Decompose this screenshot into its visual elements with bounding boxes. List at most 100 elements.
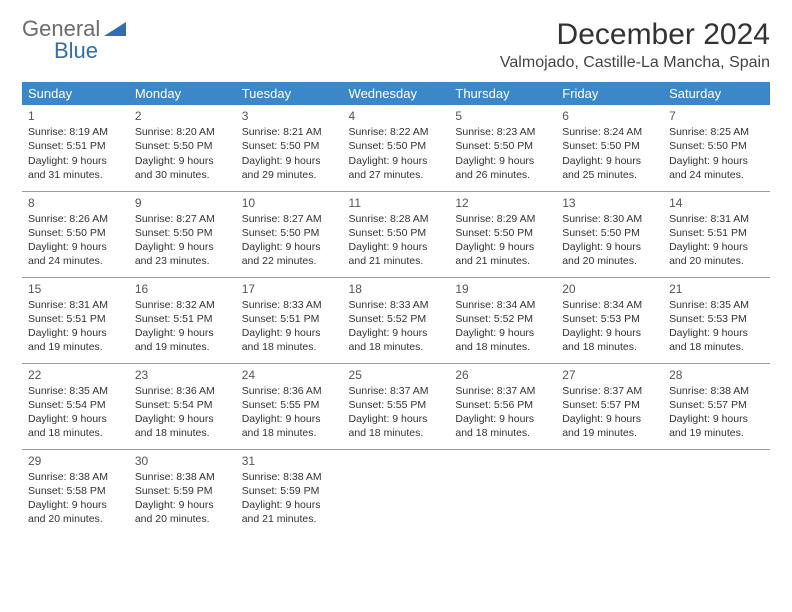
day-daylight1: Daylight: 9 hours bbox=[242, 326, 337, 340]
day-sunset: Sunset: 5:55 PM bbox=[242, 398, 337, 412]
day-sunset: Sunset: 5:50 PM bbox=[242, 226, 337, 240]
day-number: 31 bbox=[242, 453, 337, 469]
calendar-empty bbox=[556, 449, 663, 535]
day-number: 18 bbox=[349, 281, 444, 297]
day-daylight1: Daylight: 9 hours bbox=[562, 326, 657, 340]
calendar-day: 23Sunrise: 8:36 AMSunset: 5:54 PMDayligh… bbox=[129, 363, 236, 449]
day-daylight2: and 21 minutes. bbox=[455, 254, 550, 268]
day-sunset: Sunset: 5:53 PM bbox=[669, 312, 764, 326]
day-sunset: Sunset: 5:55 PM bbox=[349, 398, 444, 412]
day-daylight1: Daylight: 9 hours bbox=[242, 412, 337, 426]
day-daylight2: and 22 minutes. bbox=[242, 254, 337, 268]
day-daylight2: and 29 minutes. bbox=[242, 168, 337, 182]
day-daylight2: and 26 minutes. bbox=[455, 168, 550, 182]
calendar-day: 9Sunrise: 8:27 AMSunset: 5:50 PMDaylight… bbox=[129, 191, 236, 277]
weekday-header: Sunday bbox=[22, 82, 129, 105]
day-number: 2 bbox=[135, 108, 230, 124]
day-daylight1: Daylight: 9 hours bbox=[135, 412, 230, 426]
day-number: 6 bbox=[562, 108, 657, 124]
day-sunset: Sunset: 5:50 PM bbox=[562, 139, 657, 153]
logo-text-bottom: Blue bbox=[22, 40, 98, 62]
day-sunset: Sunset: 5:59 PM bbox=[242, 484, 337, 498]
day-number: 4 bbox=[349, 108, 444, 124]
day-daylight1: Daylight: 9 hours bbox=[28, 154, 123, 168]
day-daylight2: and 18 minutes. bbox=[669, 340, 764, 354]
calendar-day: 7Sunrise: 8:25 AMSunset: 5:50 PMDaylight… bbox=[663, 105, 770, 191]
calendar-day: 20Sunrise: 8:34 AMSunset: 5:53 PMDayligh… bbox=[556, 277, 663, 363]
day-daylight2: and 31 minutes. bbox=[28, 168, 123, 182]
day-daylight1: Daylight: 9 hours bbox=[669, 154, 764, 168]
day-daylight2: and 19 minutes. bbox=[135, 340, 230, 354]
calendar-day: 5Sunrise: 8:23 AMSunset: 5:50 PMDaylight… bbox=[449, 105, 556, 191]
calendar-week: 29Sunrise: 8:38 AMSunset: 5:58 PMDayligh… bbox=[22, 449, 770, 535]
day-daylight1: Daylight: 9 hours bbox=[28, 412, 123, 426]
calendar-week: 8Sunrise: 8:26 AMSunset: 5:50 PMDaylight… bbox=[22, 191, 770, 277]
day-sunrise: Sunrise: 8:27 AM bbox=[242, 212, 337, 226]
day-number: 17 bbox=[242, 281, 337, 297]
calendar-day: 26Sunrise: 8:37 AMSunset: 5:56 PMDayligh… bbox=[449, 363, 556, 449]
day-daylight1: Daylight: 9 hours bbox=[669, 412, 764, 426]
day-number: 23 bbox=[135, 367, 230, 383]
day-number: 25 bbox=[349, 367, 444, 383]
calendar-day: 21Sunrise: 8:35 AMSunset: 5:53 PMDayligh… bbox=[663, 277, 770, 363]
day-sunrise: Sunrise: 8:20 AM bbox=[135, 125, 230, 139]
calendar-empty bbox=[449, 449, 556, 535]
day-number: 11 bbox=[349, 195, 444, 211]
calendar-day: 19Sunrise: 8:34 AMSunset: 5:52 PMDayligh… bbox=[449, 277, 556, 363]
weekday-header: Thursday bbox=[449, 82, 556, 105]
day-sunset: Sunset: 5:50 PM bbox=[669, 139, 764, 153]
day-daylight1: Daylight: 9 hours bbox=[455, 240, 550, 254]
day-number: 24 bbox=[242, 367, 337, 383]
day-daylight1: Daylight: 9 hours bbox=[562, 154, 657, 168]
day-sunset: Sunset: 5:50 PM bbox=[349, 226, 444, 240]
day-sunset: Sunset: 5:50 PM bbox=[135, 139, 230, 153]
day-sunrise: Sunrise: 8:29 AM bbox=[455, 212, 550, 226]
day-daylight2: and 18 minutes. bbox=[455, 426, 550, 440]
day-daylight1: Daylight: 9 hours bbox=[28, 498, 123, 512]
day-daylight2: and 18 minutes. bbox=[28, 426, 123, 440]
day-sunset: Sunset: 5:51 PM bbox=[669, 226, 764, 240]
day-number: 16 bbox=[135, 281, 230, 297]
day-number: 26 bbox=[455, 367, 550, 383]
day-daylight1: Daylight: 9 hours bbox=[242, 154, 337, 168]
day-daylight1: Daylight: 9 hours bbox=[135, 240, 230, 254]
day-sunrise: Sunrise: 8:31 AM bbox=[669, 212, 764, 226]
day-sunrise: Sunrise: 8:25 AM bbox=[669, 125, 764, 139]
day-sunrise: Sunrise: 8:36 AM bbox=[135, 384, 230, 398]
day-daylight2: and 18 minutes. bbox=[349, 340, 444, 354]
page-subtitle: Valmojado, Castille-La Mancha, Spain bbox=[500, 54, 770, 72]
day-sunset: Sunset: 5:50 PM bbox=[349, 139, 444, 153]
day-sunset: Sunset: 5:50 PM bbox=[135, 226, 230, 240]
calendar-day: 8Sunrise: 8:26 AMSunset: 5:50 PMDaylight… bbox=[22, 191, 129, 277]
day-number: 27 bbox=[562, 367, 657, 383]
day-sunset: Sunset: 5:51 PM bbox=[28, 312, 123, 326]
day-sunrise: Sunrise: 8:35 AM bbox=[669, 298, 764, 312]
weekday-header: Wednesday bbox=[343, 82, 450, 105]
day-daylight1: Daylight: 9 hours bbox=[349, 154, 444, 168]
day-sunrise: Sunrise: 8:26 AM bbox=[28, 212, 123, 226]
day-number: 10 bbox=[242, 195, 337, 211]
header: General Blue December 2024 Valmojado, Ca… bbox=[22, 18, 770, 72]
day-number: 5 bbox=[455, 108, 550, 124]
calendar-day: 6Sunrise: 8:24 AMSunset: 5:50 PMDaylight… bbox=[556, 105, 663, 191]
calendar-day: 1Sunrise: 8:19 AMSunset: 5:51 PMDaylight… bbox=[22, 105, 129, 191]
calendar-day: 16Sunrise: 8:32 AMSunset: 5:51 PMDayligh… bbox=[129, 277, 236, 363]
day-number: 8 bbox=[28, 195, 123, 211]
day-sunset: Sunset: 5:57 PM bbox=[669, 398, 764, 412]
day-daylight2: and 20 minutes. bbox=[135, 512, 230, 526]
day-sunset: Sunset: 5:50 PM bbox=[242, 139, 337, 153]
day-sunrise: Sunrise: 8:23 AM bbox=[455, 125, 550, 139]
day-daylight2: and 19 minutes. bbox=[28, 340, 123, 354]
calendar-day: 15Sunrise: 8:31 AMSunset: 5:51 PMDayligh… bbox=[22, 277, 129, 363]
day-sunset: Sunset: 5:51 PM bbox=[242, 312, 337, 326]
calendar-head: SundayMondayTuesdayWednesdayThursdayFrid… bbox=[22, 82, 770, 105]
day-number: 28 bbox=[669, 367, 764, 383]
calendar-day: 4Sunrise: 8:22 AMSunset: 5:50 PMDaylight… bbox=[343, 105, 450, 191]
day-sunrise: Sunrise: 8:38 AM bbox=[242, 470, 337, 484]
day-sunset: Sunset: 5:50 PM bbox=[455, 139, 550, 153]
day-sunset: Sunset: 5:53 PM bbox=[562, 312, 657, 326]
day-sunrise: Sunrise: 8:37 AM bbox=[562, 384, 657, 398]
day-sunrise: Sunrise: 8:37 AM bbox=[349, 384, 444, 398]
day-number: 1 bbox=[28, 108, 123, 124]
day-sunset: Sunset: 5:50 PM bbox=[28, 226, 123, 240]
